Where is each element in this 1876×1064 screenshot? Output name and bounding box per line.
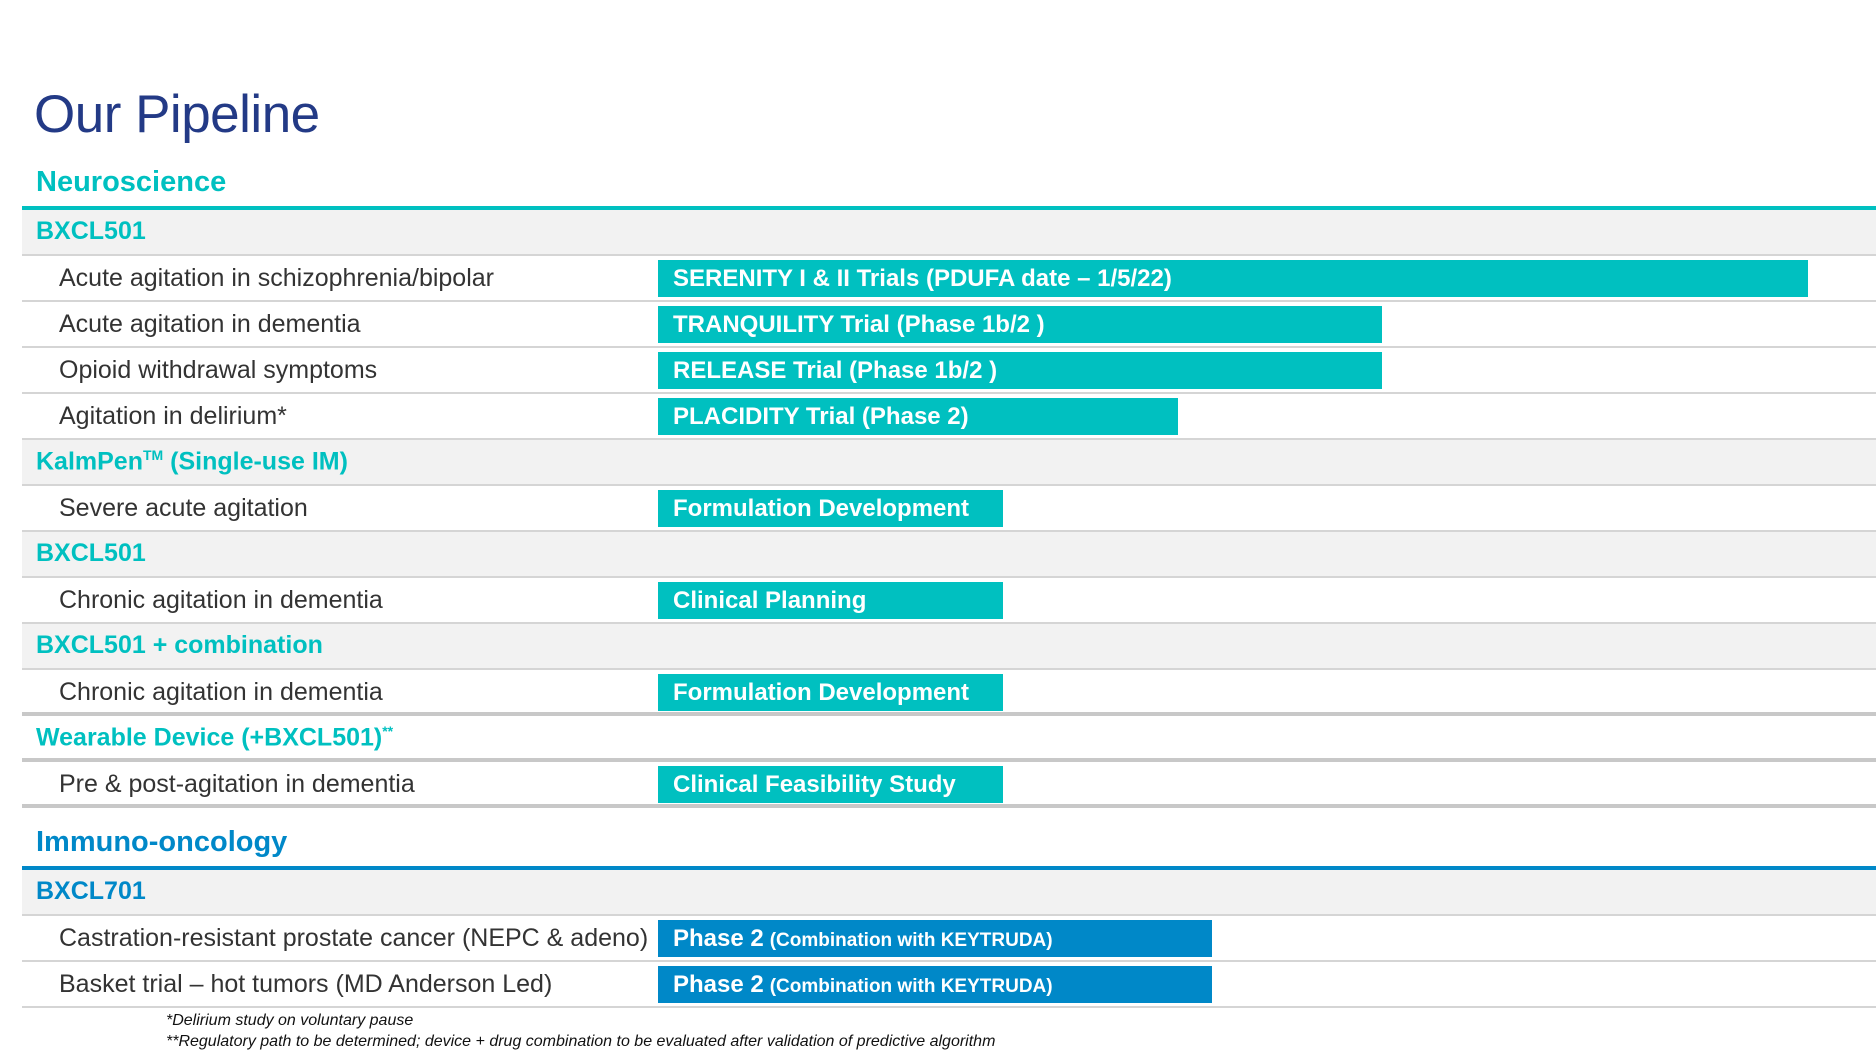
- group-row: BXCL501: [22, 210, 1876, 256]
- bar-label: SERENITY I & II Trials (PDUFA date – 1/5…: [673, 265, 1172, 292]
- section-divider: [22, 866, 1876, 870]
- group-row: BXCL501 + combination: [22, 624, 1876, 670]
- bar-label: Phase 2: [673, 971, 764, 998]
- group-label: BXCL501: [36, 217, 146, 245]
- group-row: KalmPenTM (Single-use IM): [22, 440, 1876, 486]
- group-label: KalmPenTM (Single-use IM): [36, 447, 348, 476]
- group-row: BXCL501: [22, 532, 1876, 578]
- group-name: KalmPen: [36, 447, 143, 476]
- progress-bar: Clinical Planning: [658, 582, 1003, 619]
- indication-label: Acute agitation in schizophrenia/bipolar: [59, 264, 494, 292]
- bar-label: TRANQUILITY Trial (Phase 1b/2 ): [673, 311, 1045, 338]
- indication-row: Chronic agitation in dementia Formulatio…: [22, 670, 1876, 716]
- indication-row: Basket trial – hot tumors (MD Anderson L…: [22, 962, 1876, 1008]
- indication-label: Pre & post-agitation in dementia: [59, 770, 415, 798]
- footnote: *Delirium study on voluntary pause: [166, 1012, 414, 1029]
- indication-row: Agitation in delirium* PLACIDITY Trial (…: [22, 394, 1876, 440]
- indication-row: Opioid withdrawal symptoms RELEASE Trial…: [22, 348, 1876, 394]
- group-label: Wearable Device (+BXCL501)**: [36, 723, 393, 752]
- footnote: **Regulatory path to be determined; devi…: [166, 1033, 996, 1050]
- group-label: BXCL501 + combination: [36, 631, 323, 659]
- bar-note: (Combination with KEYTRUDA): [769, 930, 1053, 951]
- bar-label: Clinical Planning: [673, 587, 867, 614]
- indication-row: Acute agitation in schizophrenia/bipolar…: [22, 256, 1876, 302]
- section-neuroscience: Neuroscience: [36, 166, 227, 198]
- indication-row: Chronic agitation in dementia Clinical P…: [22, 578, 1876, 624]
- indication-row: Severe acute agitation Formulation Devel…: [22, 486, 1876, 532]
- group-name: Wearable Device (+BXCL501): [36, 723, 383, 752]
- group-label: BXCL701: [36, 877, 146, 905]
- progress-bar: RELEASE Trial (Phase 1b/2 ): [658, 352, 1382, 389]
- bar-label: Formulation Development: [673, 679, 970, 706]
- indication-label: Opioid withdrawal symptoms: [59, 356, 378, 384]
- group-name-suffix: (Single-use IM): [163, 447, 348, 476]
- indication-label: Agitation in delirium*: [59, 402, 287, 430]
- indication-label: Castration-resistant prostate cancer (NE…: [59, 924, 649, 952]
- progress-bar: Phase 2 (Combination with KEYTRUDA): [658, 920, 1212, 957]
- group-row: BXCL701: [22, 870, 1876, 916]
- bar-label: Clinical Feasibility Study: [673, 771, 956, 798]
- progress-bar: Formulation Development: [658, 674, 1003, 711]
- indication-label: Chronic agitation in dementia: [59, 678, 383, 706]
- page-title: Our Pipeline: [34, 85, 320, 144]
- bar-label: Phase 2: [673, 925, 764, 952]
- indication-row: Acute agitation in dementia TRANQUILITY …: [22, 302, 1876, 348]
- indication-row: Castration-resistant prostate cancer (NE…: [22, 916, 1876, 962]
- bar-label: PLACIDITY Trial (Phase 2): [673, 403, 969, 430]
- section-divider: [22, 206, 1876, 210]
- group-row: Wearable Device (+BXCL501)**: [22, 716, 1876, 762]
- indication-label: Basket trial – hot tumors (MD Anderson L…: [59, 970, 553, 998]
- progress-bar: Clinical Feasibility Study: [658, 766, 1003, 803]
- section-immuno-oncology: Immuno-oncology: [36, 826, 288, 858]
- indication-label: Severe acute agitation: [59, 494, 308, 522]
- bar-label: Formulation Development: [673, 495, 970, 522]
- bar-note: (Combination with KEYTRUDA): [769, 976, 1053, 997]
- progress-bar: Phase 2 (Combination with KEYTRUDA): [658, 966, 1212, 1003]
- footnote-mark: **: [382, 723, 394, 739]
- progress-bar: Formulation Development: [658, 490, 1003, 527]
- bar-label: RELEASE Trial (Phase 1b/2 ): [673, 357, 998, 384]
- progress-bar: SERENITY I & II Trials (PDUFA date – 1/5…: [658, 260, 1808, 297]
- indication-label: Acute agitation in dementia: [59, 310, 361, 338]
- group-label: BXCL501: [36, 539, 146, 567]
- indication-row: Pre & post-agitation in dementia Clinica…: [22, 762, 1876, 808]
- indication-label: Chronic agitation in dementia: [59, 586, 383, 614]
- progress-bar: TRANQUILITY Trial (Phase 1b/2 ): [658, 306, 1382, 343]
- progress-bar: PLACIDITY Trial (Phase 2): [658, 398, 1178, 435]
- trademark-mark: TM: [142, 447, 164, 463]
